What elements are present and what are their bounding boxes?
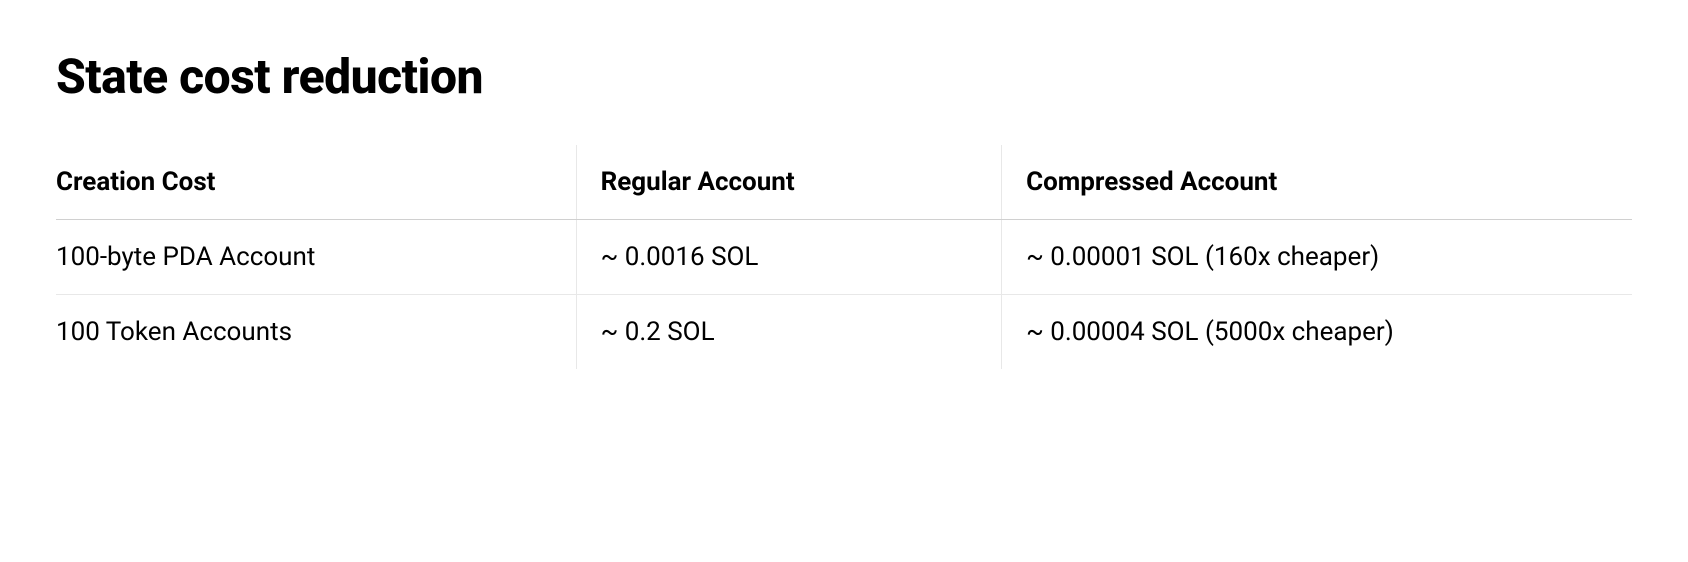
- table-cell: ~ 0.2 SOL: [576, 295, 1002, 370]
- table-cell: 100 Token Accounts: [56, 295, 576, 370]
- table-header-cell: Compressed Account: [1002, 145, 1632, 220]
- table-cell: ~ 0.00001 SOL (160x cheaper): [1002, 220, 1632, 295]
- table-row: 100-byte PDA Account ~ 0.0016 SOL ~ 0.00…: [56, 220, 1632, 295]
- page-title: State cost reduction: [56, 48, 1632, 105]
- table-row: 100 Token Accounts ~ 0.2 SOL ~ 0.00004 S…: [56, 295, 1632, 370]
- table-cell: 100-byte PDA Account: [56, 220, 576, 295]
- table-cell: ~ 0.0016 SOL: [576, 220, 1002, 295]
- table-header-cell: Regular Account: [576, 145, 1002, 220]
- table-cell: ~ 0.00004 SOL (5000x cheaper): [1002, 295, 1632, 370]
- cost-comparison-table: Creation Cost Regular Account Compressed…: [56, 145, 1632, 369]
- table-header-row: Creation Cost Regular Account Compressed…: [56, 145, 1632, 220]
- table-header-cell: Creation Cost: [56, 145, 576, 220]
